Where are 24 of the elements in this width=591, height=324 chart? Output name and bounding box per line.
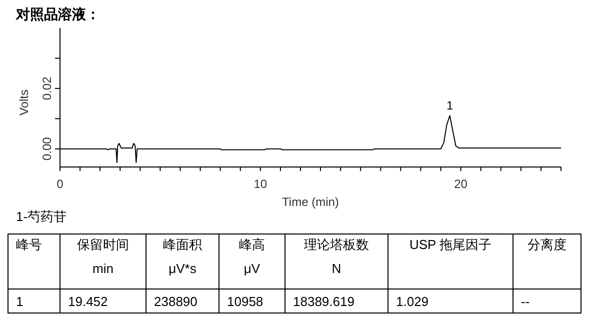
text: 238890 <box>154 294 198 309</box>
text: 峰高 μV <box>239 237 265 276</box>
text: -- <box>521 294 530 309</box>
x-tick-label: 10 <box>254 177 268 191</box>
y-tick-label: 0.02 <box>40 76 54 100</box>
text: USP 拖尾因子 <box>409 237 492 252</box>
text: 峰面积 μV*s <box>163 237 202 276</box>
chart-title: 对照品溶液： <box>15 6 100 22</box>
y-axis-title: Volts <box>17 89 31 116</box>
text: 保留时间 min <box>77 237 129 276</box>
text: 1-芍药苷 <box>16 209 67 224</box>
text: 19.452 <box>68 294 108 309</box>
x-tick-label: 0 <box>56 177 64 191</box>
text: 10958 <box>227 294 264 309</box>
text: 18389.619 <box>293 294 354 309</box>
text: 理论塔板数 N <box>304 237 369 276</box>
y-tick-label: 0.00 <box>40 136 54 161</box>
text: 1 <box>16 294 24 309</box>
text: 峰号 <box>16 237 42 252</box>
x-axis-title: Time (min) <box>282 195 339 209</box>
text: 分离度 <box>528 237 566 252</box>
text: 1.029 <box>396 294 429 309</box>
annotation: 1 <box>446 98 454 113</box>
x-tick-label: 20 <box>454 177 468 191</box>
